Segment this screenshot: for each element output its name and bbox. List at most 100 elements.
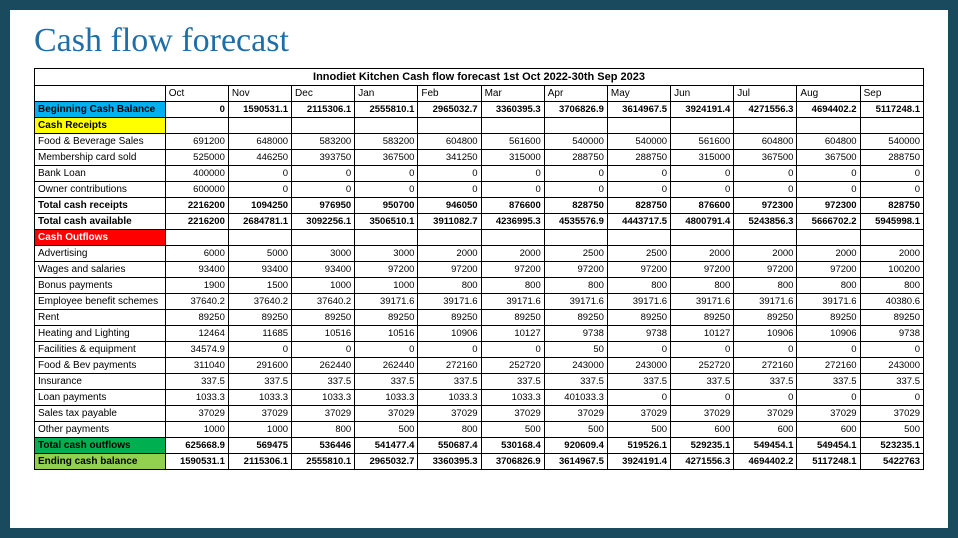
month-header: Jun — [671, 86, 734, 102]
table-row: Facilities & equipment34574.900000500000… — [35, 342, 924, 358]
cell: 5000 — [228, 246, 291, 262]
row-label: Insurance — [35, 374, 166, 390]
cell: 89250 — [481, 310, 544, 326]
cell: 0 — [797, 182, 860, 198]
cell: 1033.3 — [481, 390, 544, 406]
cell: 89250 — [860, 310, 923, 326]
cell: 0 — [860, 182, 923, 198]
row-label: Other payments — [35, 422, 166, 438]
cell: 523235.1 — [860, 438, 923, 454]
cell: 89250 — [355, 310, 418, 326]
cell: 9738 — [860, 326, 923, 342]
cell: 337.5 — [228, 374, 291, 390]
month-header: Nov — [228, 86, 291, 102]
cell: 2684781.1 — [228, 214, 291, 230]
table-row: Owner contributions60000000000000000 — [35, 182, 924, 198]
cell: 10906 — [797, 326, 860, 342]
row-label: Beginning Cash Balance — [35, 102, 166, 118]
cell: 89250 — [797, 310, 860, 326]
table-row: Total cash outflows625668.95694755364465… — [35, 438, 924, 454]
cell: 0 — [734, 342, 797, 358]
cell: 3000 — [292, 246, 355, 262]
cell: 828750 — [860, 198, 923, 214]
cell: 37029 — [165, 406, 228, 422]
cell: 337.5 — [544, 374, 607, 390]
table-row: Loan payments1033.31033.31033.31033.3103… — [35, 390, 924, 406]
cell: 2115306.1 — [228, 454, 291, 470]
cell: 0 — [544, 166, 607, 182]
table-row: Employee benefit schemes37640.237640.237… — [35, 294, 924, 310]
row-label: Food & Beverage Sales — [35, 134, 166, 150]
cell: 367500 — [355, 150, 418, 166]
table-row: Total cash receipts221620010942509769509… — [35, 198, 924, 214]
cell: 37640.2 — [228, 294, 291, 310]
cell: 37029 — [355, 406, 418, 422]
month-header: Mar — [481, 86, 544, 102]
cell: 272160 — [797, 358, 860, 374]
cell: 3924191.4 — [671, 102, 734, 118]
cell: 1033.3 — [228, 390, 291, 406]
cell — [544, 230, 607, 246]
page-title: Cash flow forecast — [34, 22, 924, 60]
cell: 0 — [418, 166, 481, 182]
row-label: Rent — [35, 310, 166, 326]
cell: 288750 — [860, 150, 923, 166]
cell: 243000 — [607, 358, 670, 374]
cell: 920609.4 — [544, 438, 607, 454]
cell: 288750 — [607, 150, 670, 166]
cell: 243000 — [860, 358, 923, 374]
table-row: Cash Receipts — [35, 118, 924, 134]
cell: 4694402.2 — [797, 102, 860, 118]
cell: 0 — [481, 166, 544, 182]
cell: 337.5 — [734, 374, 797, 390]
cell: 536446 — [292, 438, 355, 454]
cell: 600000 — [165, 182, 228, 198]
cell: 5945998.1 — [860, 214, 923, 230]
cell: 39171.6 — [607, 294, 670, 310]
cell — [228, 230, 291, 246]
cash-flow-table: Innodiet Kitchen Cash flow forecast 1st … — [34, 68, 924, 470]
cell: 561600 — [481, 134, 544, 150]
cell: 2000 — [797, 246, 860, 262]
cell: 0 — [860, 390, 923, 406]
table-row: Ending cash balance1590531.12115306.1255… — [35, 454, 924, 470]
table-row: Membership card sold52500044625039375036… — [35, 150, 924, 166]
cell: 950700 — [355, 198, 418, 214]
cell: 2500 — [607, 246, 670, 262]
cell: 2965032.7 — [355, 454, 418, 470]
row-label: Heating and Lighting — [35, 326, 166, 342]
month-header: Aug — [797, 86, 860, 102]
cell: 3506510.1 — [355, 214, 418, 230]
cell — [860, 118, 923, 134]
cell: 272160 — [418, 358, 481, 374]
cell: 11685 — [228, 326, 291, 342]
cell: 500 — [544, 422, 607, 438]
cell — [165, 230, 228, 246]
row-label: Wages and salaries — [35, 262, 166, 278]
cell: 0 — [797, 342, 860, 358]
table-row: Advertising60005000300030002000200025002… — [35, 246, 924, 262]
cell: 9738 — [607, 326, 670, 342]
cell: 0 — [418, 342, 481, 358]
cell: 2000 — [860, 246, 923, 262]
cell: 800 — [734, 278, 797, 294]
month-header: Dec — [292, 86, 355, 102]
header-corner — [35, 86, 166, 102]
table-row: Cash Outflows — [35, 230, 924, 246]
cell — [734, 230, 797, 246]
cell: 97200 — [355, 262, 418, 278]
cell — [418, 230, 481, 246]
cell: 341250 — [418, 150, 481, 166]
cell: 500 — [355, 422, 418, 438]
table-row: Wages and salaries9340093400934009720097… — [35, 262, 924, 278]
month-header: Oct — [165, 86, 228, 102]
cell: 1033.3 — [292, 390, 355, 406]
row-label: Bank Loan — [35, 166, 166, 182]
cell — [228, 118, 291, 134]
cell: 800 — [860, 278, 923, 294]
cell: 583200 — [292, 134, 355, 150]
cell: 97200 — [544, 262, 607, 278]
cell: 10516 — [292, 326, 355, 342]
row-label: Cash Outflows — [35, 230, 166, 246]
cell: 10127 — [481, 326, 544, 342]
